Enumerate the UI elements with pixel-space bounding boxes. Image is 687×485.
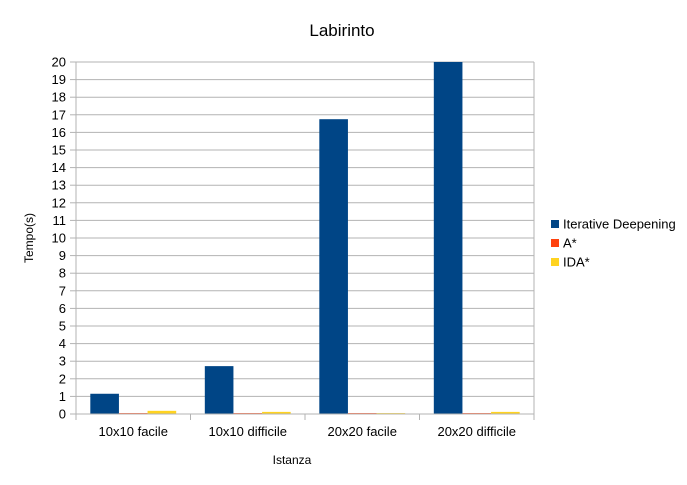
legend-swatch	[551, 258, 559, 266]
y-tick-label: 0	[59, 407, 66, 422]
bar	[90, 393, 119, 414]
legend-item: IDA*	[551, 255, 590, 270]
bar	[491, 411, 520, 414]
y-tick-label: 20	[52, 55, 66, 70]
bar	[433, 62, 463, 414]
y-tick-label: 3	[59, 354, 66, 369]
y-tick-label: 14	[52, 160, 66, 175]
x-tick-label: 20x20 difficile	[437, 424, 516, 439]
y-tick-label: 15	[52, 143, 66, 158]
y-tick-label: 4	[59, 336, 66, 351]
legend-label: IDA*	[563, 255, 590, 270]
legend: Iterative Deepening A* IDA*	[551, 217, 676, 270]
y-tick-label: 12	[52, 195, 66, 210]
y-tick-label: 6	[59, 301, 66, 316]
y-tick-label: 19	[52, 72, 66, 87]
gridlines	[76, 61, 534, 415]
y-tick-label: 7	[59, 283, 66, 298]
y-tick-label: 9	[59, 248, 66, 263]
y-tick-label: 11	[53, 213, 67, 228]
y-axis-label: Tempo(s)	[22, 213, 36, 263]
bar	[319, 119, 348, 414]
legend-item: A*	[551, 236, 577, 251]
legend-label: A*	[563, 236, 577, 251]
y-tick-label: 5	[59, 319, 66, 334]
legend-swatch	[551, 239, 559, 247]
chart-title: Labirinto	[309, 21, 374, 40]
x-tick-label: 10x10 facile	[99, 424, 168, 439]
y-tick-label: 16	[52, 125, 66, 140]
x-tick-label: 10x10 difficile	[208, 424, 287, 439]
bar	[204, 366, 234, 414]
x-axis-label: Istanza	[273, 453, 312, 467]
x-tick-label: 20x20 facile	[328, 424, 397, 439]
y-tick-label: 17	[52, 107, 66, 122]
legend-label: Iterative Deepening	[563, 217, 676, 232]
bar	[147, 410, 177, 414]
y-tick-label: 13	[52, 178, 66, 193]
y-tick-label: 10	[52, 231, 66, 246]
y-tick-label: 18	[52, 90, 66, 105]
y-tick-label: 8	[59, 266, 66, 281]
bar	[262, 411, 291, 414]
legend-swatch	[551, 220, 559, 228]
y-tick-label: 1	[59, 389, 66, 404]
y-tick-label: 2	[59, 371, 66, 386]
x-tick-labels: 10x10 facile 10x10 difficile 20x20 facile 2…	[99, 424, 516, 439]
axes	[70, 61, 535, 420]
legend-item: Iterative Deepening	[551, 217, 676, 232]
